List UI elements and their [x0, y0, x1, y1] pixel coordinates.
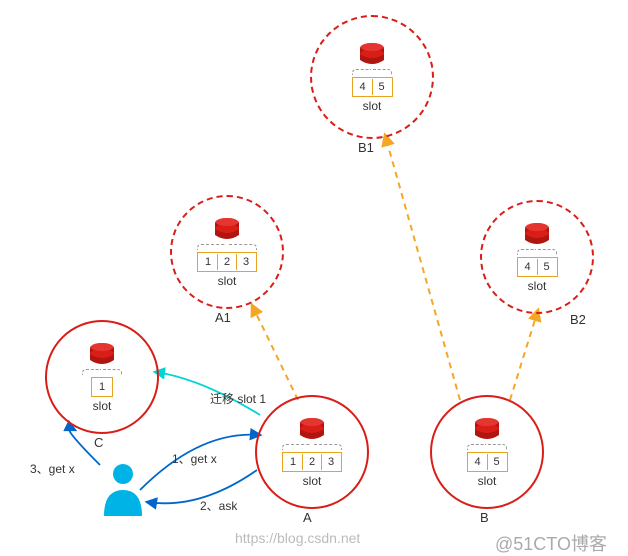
node-label-A: A — [303, 510, 312, 525]
replica-edge — [385, 135, 460, 400]
redis-icon — [213, 217, 241, 244]
node-B1: 45 slot — [310, 15, 434, 139]
slot-cell: 5 — [488, 454, 506, 470]
ask-label: 2、ask — [200, 497, 237, 514]
slot-label: slot — [528, 279, 547, 293]
brace — [282, 444, 342, 450]
replica-edge — [252, 305, 298, 400]
watermark-right: @51CTO博客 — [495, 530, 607, 556]
slot-label: slot — [363, 99, 382, 113]
migrate-label: 迁移 slot 1 — [210, 390, 266, 407]
slot-cell: 5 — [373, 79, 391, 95]
node-A1: 123 slot — [170, 195, 284, 309]
get1-label: 1、get x — [172, 450, 217, 467]
brace — [352, 69, 392, 75]
slot-cell: 5 — [538, 259, 556, 275]
slot-cell: 2 — [303, 454, 322, 470]
redis-icon — [473, 417, 501, 444]
node-B2: 45 slot — [480, 200, 594, 314]
node-label-B1: B1 — [358, 140, 374, 155]
brace — [197, 244, 257, 250]
brace — [517, 249, 557, 255]
slot-box: 123 — [282, 452, 342, 472]
redis-icon — [298, 417, 326, 444]
redis-icon — [523, 222, 551, 249]
slot-cell: 1 — [284, 454, 303, 470]
slot-label: slot — [93, 399, 112, 413]
redis-icon — [88, 342, 116, 369]
watermark-left: https://blog.csdn.net — [235, 530, 360, 546]
slot-cell: 3 — [322, 454, 340, 470]
get2-label: 3、get x — [30, 460, 75, 477]
slot-cell: 4 — [519, 259, 538, 275]
slot-cell: 1 — [93, 379, 111, 395]
slot-cell: 3 — [237, 254, 255, 270]
slot-label: slot — [218, 274, 237, 288]
slot-label: slot — [303, 474, 322, 488]
node-C: 1 slot — [45, 320, 159, 434]
redis-icon — [358, 42, 386, 69]
slot-box: 45 — [352, 77, 393, 97]
brace — [467, 444, 507, 450]
replica-edge — [510, 310, 538, 400]
node-label-B2: B2 — [570, 312, 586, 327]
slot-box: 45 — [517, 257, 558, 277]
slot-cell: 1 — [199, 254, 218, 270]
node-label-A1: A1 — [215, 310, 231, 325]
slot-label: slot — [478, 474, 497, 488]
client-icon — [100, 462, 146, 519]
node-label-B: B — [480, 510, 489, 525]
node-A: 123 slot — [255, 395, 369, 509]
slot-cell: 4 — [354, 79, 373, 95]
slot-cell: 2 — [218, 254, 237, 270]
slot-box: 45 — [467, 452, 508, 472]
slot-cell: 4 — [469, 454, 488, 470]
slot-box: 123 — [197, 252, 257, 272]
slot-box: 1 — [91, 377, 113, 397]
node-label-C: C — [94, 435, 103, 450]
brace — [82, 369, 122, 375]
node-B: 45 slot — [430, 395, 544, 509]
